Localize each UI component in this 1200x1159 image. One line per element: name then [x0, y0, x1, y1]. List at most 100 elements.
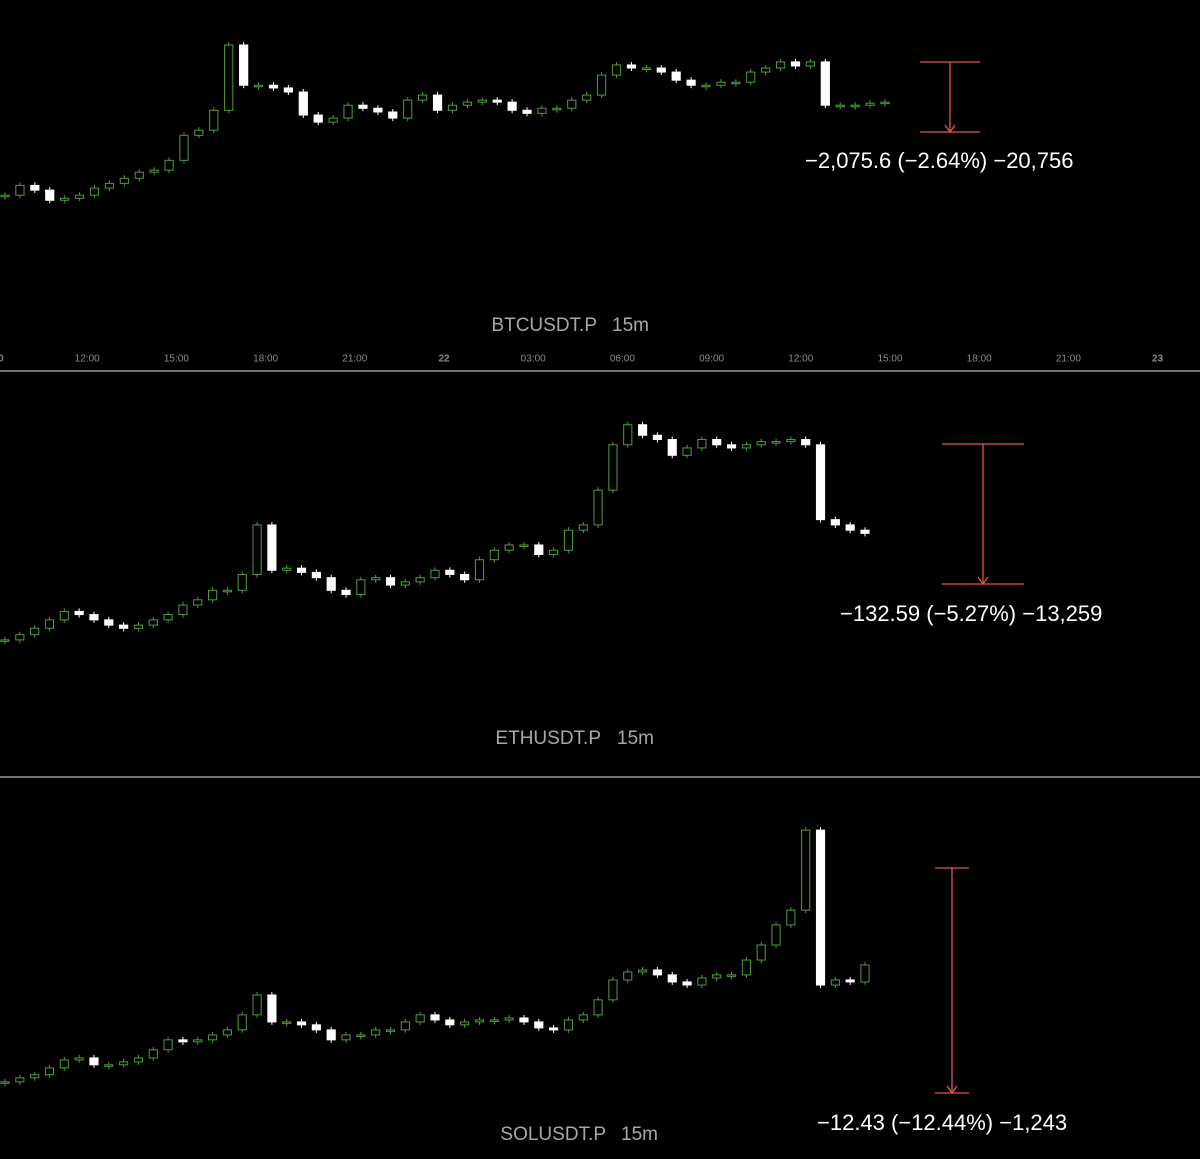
candle — [30, 1074, 40, 1079]
candle — [845, 979, 855, 983]
candle — [756, 944, 766, 961]
candle — [608, 444, 618, 491]
candle — [388, 111, 398, 119]
candle — [30, 184, 40, 191]
candle — [415, 577, 425, 583]
x-tick-label: 12:00 — [788, 354, 813, 365]
candle — [104, 1064, 114, 1067]
candle — [178, 1039, 188, 1043]
candle — [477, 99, 487, 103]
candle — [578, 1014, 588, 1021]
interval-label: 15m — [612, 315, 649, 336]
candle — [712, 974, 722, 979]
candle — [341, 1034, 351, 1041]
candle — [667, 974, 677, 983]
candle — [474, 559, 485, 581]
candle — [741, 959, 751, 976]
candle — [761, 67, 771, 73]
candle — [45, 189, 55, 201]
candle — [133, 624, 144, 629]
measure-label: −132.59 (−5.27%) −13,259 — [840, 601, 1102, 626]
candle — [593, 489, 603, 526]
candle — [652, 969, 662, 976]
candle — [445, 569, 455, 575]
candle — [119, 624, 129, 629]
candle — [447, 104, 458, 111]
candle — [626, 64, 637, 69]
candle — [148, 1049, 158, 1059]
interval-label: 15m — [621, 1124, 658, 1145]
candle — [860, 529, 870, 534]
x-tick-label: 15:00 — [877, 354, 902, 365]
candle — [656, 67, 666, 73]
candle — [59, 1059, 69, 1069]
candle — [593, 999, 603, 1016]
candle — [611, 64, 622, 76]
candle — [552, 107, 562, 111]
candle — [267, 994, 277, 1023]
measure-arrow — [944, 124, 956, 134]
candle — [134, 171, 144, 179]
candle — [507, 101, 517, 111]
x-tick-label: 00 — [0, 354, 4, 365]
candle — [462, 101, 472, 106]
candle — [296, 1021, 307, 1026]
candle — [771, 441, 781, 444]
candle — [460, 574, 470, 581]
candle — [298, 91, 308, 116]
candle — [415, 1014, 425, 1023]
candle — [44, 619, 55, 629]
candle — [652, 434, 662, 440]
candle — [253, 84, 264, 88]
candle — [104, 619, 114, 626]
candle — [74, 610, 84, 616]
measure-label: −12.43 (−12.44%) −1,243 — [817, 1110, 1067, 1135]
candle — [746, 71, 756, 83]
candle — [815, 829, 826, 986]
candle — [492, 99, 502, 103]
candle — [89, 187, 100, 196]
candle — [224, 44, 234, 111]
candle — [385, 577, 396, 586]
candle — [148, 619, 158, 626]
candle — [400, 1021, 410, 1031]
candle — [701, 84, 711, 88]
candle — [208, 1034, 218, 1041]
candle — [489, 549, 499, 561]
x-tick-label: 21:00 — [342, 354, 367, 365]
candle — [563, 529, 574, 551]
candle — [178, 604, 188, 616]
candle — [373, 107, 383, 113]
x-tick-label: 15:00 — [164, 354, 189, 365]
candle — [830, 519, 840, 526]
symbol-label: BTCUSDT.P — [491, 315, 597, 336]
candle — [638, 969, 648, 973]
candle — [222, 1029, 232, 1036]
candle — [623, 424, 633, 446]
candle — [237, 1014, 247, 1031]
candle — [731, 81, 741, 85]
candle — [741, 444, 751, 449]
x-tick-label: 09:00 — [699, 354, 724, 365]
candle — [356, 579, 366, 596]
candle — [820, 61, 830, 106]
candle — [119, 1061, 129, 1066]
x-tick-label: 22 — [438, 354, 450, 365]
candle — [341, 589, 351, 596]
symbol-label: ETHUSDT.P — [495, 728, 601, 749]
candle — [430, 569, 440, 579]
candle — [865, 102, 875, 106]
candle — [268, 84, 279, 89]
candle — [805, 61, 816, 67]
candle — [371, 1029, 381, 1036]
candle — [534, 1021, 544, 1029]
candle — [283, 87, 293, 93]
candle — [880, 101, 890, 105]
candle — [716, 81, 726, 86]
candle — [326, 1029, 336, 1041]
candle — [358, 104, 368, 109]
candle — [282, 1021, 292, 1024]
candle — [519, 1017, 529, 1023]
